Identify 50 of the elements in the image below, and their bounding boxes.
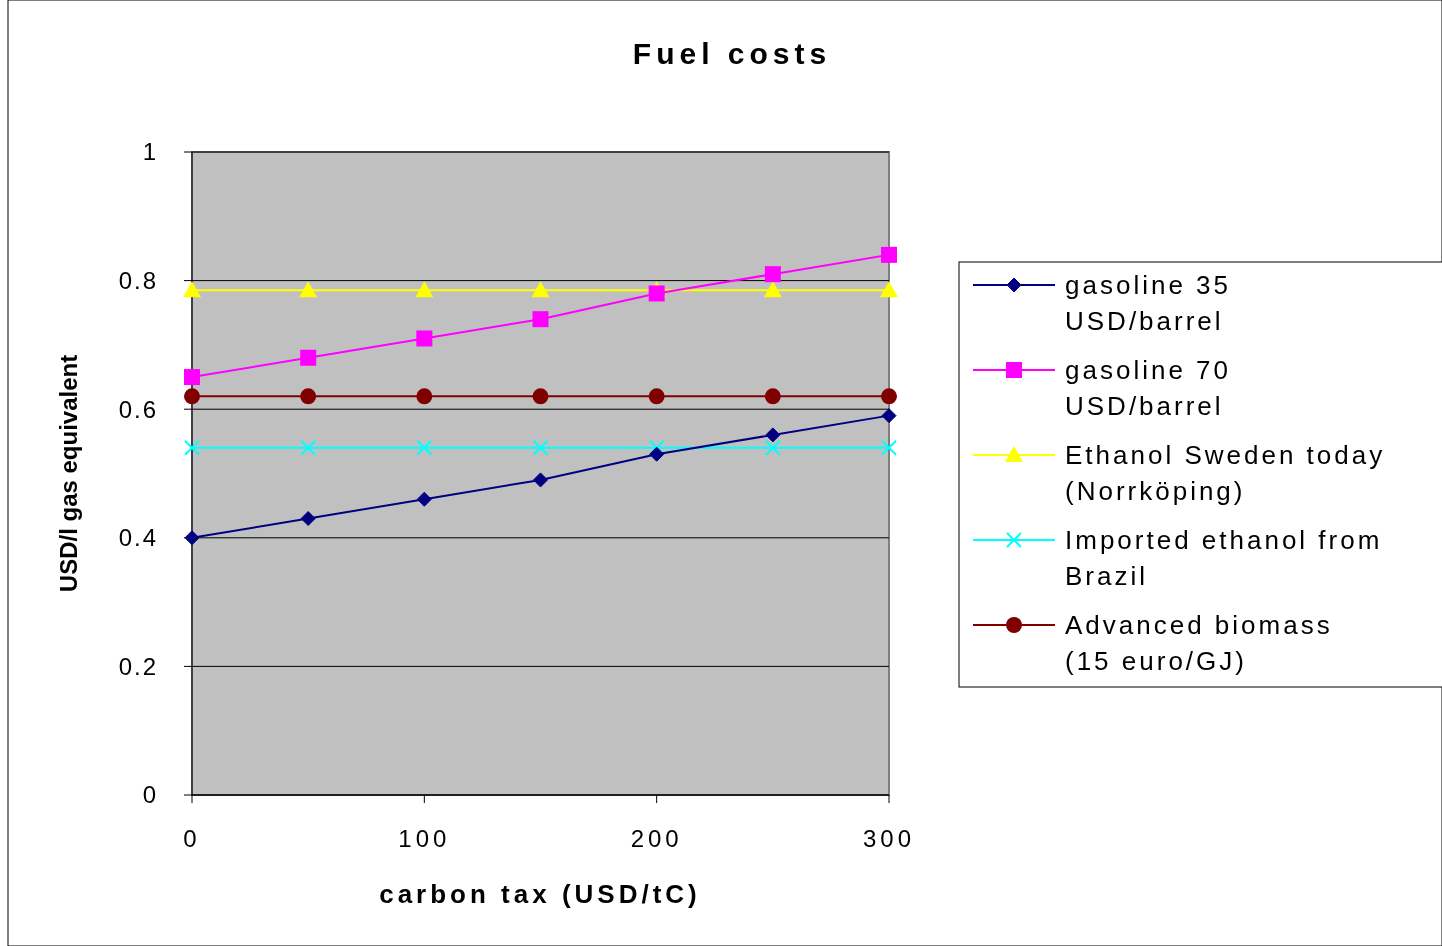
point bbox=[300, 388, 317, 405]
y-tick-label: 0.2 bbox=[118, 652, 158, 680]
point bbox=[184, 439, 200, 456]
point bbox=[533, 472, 548, 488]
legend-label: Imported ethanol from Brazil bbox=[1065, 525, 1383, 591]
point bbox=[765, 427, 781, 443]
point bbox=[184, 388, 200, 405]
point bbox=[648, 285, 665, 302]
chart-title: Fuel costs bbox=[632, 37, 832, 70]
x-tick-label: 100 bbox=[398, 825, 451, 852]
y-tick-label: 0.4 bbox=[118, 524, 158, 552]
point bbox=[183, 281, 201, 298]
point bbox=[881, 408, 897, 424]
point bbox=[532, 388, 549, 405]
point bbox=[415, 281, 434, 298]
point bbox=[764, 266, 781, 283]
point bbox=[416, 491, 432, 507]
y-tick-label: 0 bbox=[142, 781, 158, 809]
point bbox=[300, 349, 317, 366]
y-axis-title: USD/l gas equivalent bbox=[55, 354, 82, 593]
point bbox=[764, 439, 781, 456]
legend-label: gasoline 35 USD/barrel bbox=[1065, 270, 1231, 336]
point bbox=[300, 439, 317, 456]
point bbox=[416, 330, 433, 347]
point bbox=[764, 388, 781, 405]
point bbox=[648, 388, 665, 405]
point bbox=[416, 388, 433, 405]
point bbox=[416, 439, 433, 456]
point bbox=[881, 388, 897, 405]
point bbox=[881, 439, 897, 456]
point bbox=[532, 439, 549, 456]
x-tick-label: 0 bbox=[183, 825, 201, 852]
y-tick-label: 0.6 bbox=[118, 395, 158, 423]
point bbox=[532, 311, 549, 328]
legend-label: gasoline 70 USD/barrel bbox=[1065, 355, 1231, 421]
x-axis-title: carbon tax (USD/tC) bbox=[379, 879, 701, 909]
point bbox=[880, 281, 898, 298]
y-tick-label: 1 bbox=[142, 138, 158, 166]
legend-label: Ethanol Sweden today (Norrköping) bbox=[1065, 440, 1386, 506]
point bbox=[299, 281, 318, 298]
point bbox=[531, 281, 550, 298]
point bbox=[763, 281, 782, 298]
point bbox=[649, 446, 665, 462]
point bbox=[300, 511, 316, 527]
legend-label: Advanced biomass (15 euro/GJ) bbox=[1065, 610, 1333, 676]
point bbox=[184, 369, 200, 386]
x-tick-label: 300 bbox=[862, 825, 916, 852]
x-tick-label: 200 bbox=[630, 825, 683, 852]
y-tick-label: 0.8 bbox=[118, 267, 158, 294]
point bbox=[881, 246, 897, 263]
